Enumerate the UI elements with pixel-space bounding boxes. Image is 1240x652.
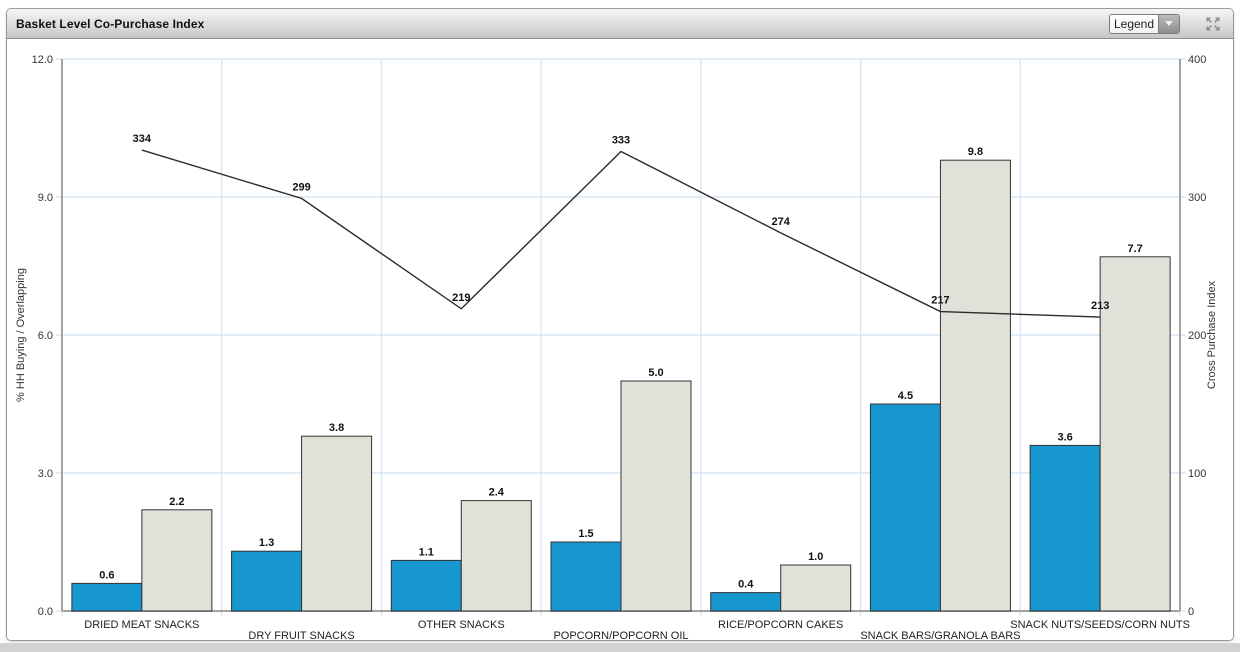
bar-value-label: 3.6 (1057, 431, 1072, 443)
category-label: SNACK NUTS/SEEDS/CORN NUTS (1010, 619, 1190, 631)
line-series (141, 149, 1101, 318)
category-label: SNACK BARS/GRANOLA BARS (860, 630, 1020, 640)
legend-dropdown-label: Legend (1110, 14, 1158, 33)
bar[interactable] (620, 380, 692, 612)
right-axis-tick-label: 300 (1188, 192, 1206, 204)
bar[interactable] (939, 159, 1011, 612)
category-label: RICE/POPCORN CAKES (718, 619, 843, 631)
line-value-label: 274 (772, 216, 791, 228)
right-axis-tick-label: 200 (1188, 330, 1206, 342)
bar-value-label: 0.4 (738, 579, 754, 591)
bar[interactable] (710, 592, 782, 612)
category-label: DRY FRUIT SNACKS (248, 630, 354, 640)
expand-button[interactable] (1204, 15, 1222, 33)
line-value-label: 334 (133, 133, 152, 145)
bar[interactable] (1099, 256, 1171, 612)
line-value-label: 213 (1091, 300, 1109, 312)
category-label: POPCORN/POPCORN OIL (553, 630, 688, 640)
bar[interactable] (869, 403, 941, 612)
right-axis-tick-label: 100 (1188, 468, 1206, 480)
bar-value-label: 1.3 (259, 537, 274, 549)
bar[interactable] (141, 509, 213, 612)
line-value-label: 299 (292, 181, 310, 193)
bar-value-label: 7.7 (1127, 243, 1142, 255)
co-purchase-widget: Basket Level Co-Purchase Index Legend 0.… (6, 8, 1234, 641)
line-value-label: 217 (931, 295, 949, 307)
left-axis-tick-label: 6.0 (38, 330, 53, 342)
left-axis-tick-label: 9.0 (38, 192, 53, 204)
legend-dropdown[interactable]: Legend (1109, 13, 1180, 34)
bar-value-label: 1.1 (419, 546, 434, 558)
bar-value-label: 5.0 (648, 367, 663, 379)
page-title: Basket Level Co-Purchase Index (16, 16, 205, 31)
chart-area: 0.0 3.0 6.0 9.0 12.0 0 100 200 300 400 0.6 1.3 1.1 1.… (7, 40, 1233, 640)
bar-value-label: 4.5 (898, 390, 913, 402)
left-axis-title: % HH Buying / Overlapping (15, 268, 27, 402)
widget-header: Basket Level Co-Purchase Index Legend (7, 9, 1233, 39)
bar[interactable] (550, 541, 622, 612)
bar-value-label: 2.2 (169, 496, 184, 508)
bar-value-label: 1.0 (808, 551, 823, 563)
left-axis-tick-label: 0.0 (38, 606, 53, 618)
chevron-down-icon[interactable] (1158, 14, 1179, 33)
bar-value-label: 3.8 (329, 422, 344, 434)
line-value-label: 333 (612, 134, 630, 146)
page-bottom-strip (0, 643, 1240, 652)
bar[interactable] (231, 550, 303, 612)
bar-value-label: 9.8 (968, 146, 983, 158)
category-label: OTHER SNACKS (418, 619, 505, 631)
bar-value-label: 0.6 (99, 569, 114, 581)
bar-value-label: 2.4 (489, 487, 505, 499)
bar[interactable] (780, 564, 852, 612)
bar-value-label: 1.5 (578, 528, 593, 540)
bar[interactable] (71, 582, 143, 612)
bar[interactable] (1029, 444, 1101, 612)
category-label: DRIED MEAT SNACKS (84, 619, 199, 631)
bar[interactable] (301, 435, 373, 612)
combo-chart-svg: 0.0 3.0 6.0 9.0 12.0 0 100 200 300 400 0.6 1.3 1.1 1.… (15, 54, 1218, 640)
expand-icon (1206, 16, 1220, 31)
bar[interactable] (390, 559, 462, 612)
line-value-label: 219 (452, 292, 470, 304)
right-axis-tick-label: 400 (1188, 54, 1206, 66)
left-axis-tick-label: 12.0 (32, 54, 53, 66)
bar[interactable] (460, 500, 532, 612)
right-axis-tick-label: 0 (1188, 606, 1194, 618)
left-axis-tick-label: 3.0 (38, 468, 53, 480)
right-axis-title: Cross Purchase Index (1206, 280, 1218, 389)
